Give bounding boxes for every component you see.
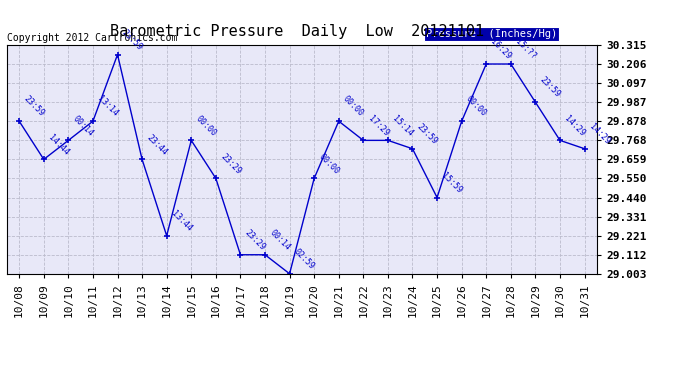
- Text: 14:44: 14:44: [46, 132, 70, 157]
- Text: Pressure  (Inches/Hg): Pressure (Inches/Hg): [426, 29, 557, 39]
- Text: 23:29: 23:29: [219, 152, 243, 176]
- Text: 15:??: 15:??: [513, 37, 538, 61]
- Text: 17:29: 17:29: [366, 114, 390, 138]
- Text: 23:44: 23:44: [145, 132, 169, 157]
- Text: 00:00: 00:00: [464, 94, 489, 118]
- Text: 00:14: 00:14: [268, 228, 292, 252]
- Text: 23:59: 23:59: [415, 122, 440, 146]
- Text: 00:00: 00:00: [317, 152, 341, 176]
- Text: 00:00: 00:00: [342, 94, 366, 118]
- Text: 14:29: 14:29: [563, 114, 586, 138]
- Text: 13:44: 13:44: [170, 209, 193, 233]
- Text: 15:14: 15:14: [391, 114, 415, 138]
- Text: 23:59: 23:59: [538, 75, 562, 99]
- Text: Copyright 2012 Cartronics.com: Copyright 2012 Cartronics.com: [8, 33, 178, 43]
- Text: 23:59: 23:59: [120, 28, 144, 52]
- Text: 13:14: 13:14: [96, 94, 120, 118]
- Text: 16:29: 16:29: [489, 37, 513, 61]
- Text: 23:29: 23:29: [243, 228, 267, 252]
- Text: 00:00: 00:00: [194, 114, 218, 138]
- Text: 23:59: 23:59: [22, 94, 46, 118]
- Text: 00:14: 00:14: [71, 114, 95, 138]
- Text: 15:59: 15:59: [440, 171, 464, 195]
- Text: 02:59: 02:59: [293, 247, 317, 271]
- Text: 14:29: 14:29: [587, 122, 611, 146]
- Text: Barometric Pressure  Daily  Low  20121101: Barometric Pressure Daily Low 20121101: [110, 24, 484, 39]
